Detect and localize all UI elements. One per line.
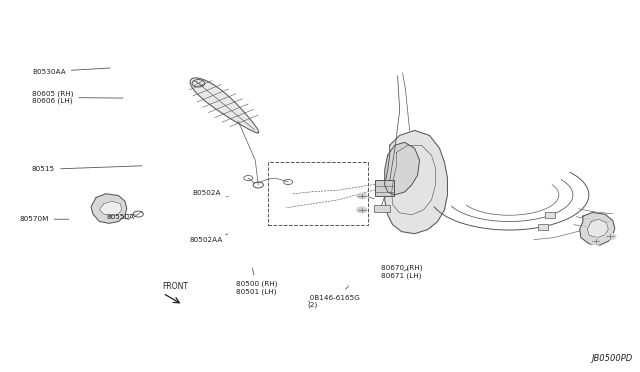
Text: 80515: 80515 xyxy=(32,166,142,172)
Bar xyxy=(538,224,548,230)
Text: JB0500PD: JB0500PD xyxy=(591,354,632,363)
Text: 80605 (RH)
80606 (LH): 80605 (RH) 80606 (LH) xyxy=(32,90,123,105)
Polygon shape xyxy=(91,194,127,223)
Polygon shape xyxy=(385,142,420,195)
Circle shape xyxy=(356,207,367,213)
Polygon shape xyxy=(588,219,609,238)
Text: B0530AA: B0530AA xyxy=(32,68,110,74)
Bar xyxy=(268,162,368,225)
Circle shape xyxy=(590,238,602,245)
Text: 80670 (RH)
80671 (LH): 80670 (RH) 80671 (LH) xyxy=(381,264,422,279)
Circle shape xyxy=(356,193,367,199)
Polygon shape xyxy=(580,212,614,245)
Polygon shape xyxy=(385,131,447,234)
Polygon shape xyxy=(190,78,259,133)
Text: 80500 (RH)
80501 (LH): 80500 (RH) 80501 (LH) xyxy=(236,268,277,295)
Text: ¸0B146-6165G
(2): ¸0B146-6165G (2) xyxy=(307,286,361,308)
Text: 80570M: 80570M xyxy=(19,216,68,222)
Text: B0502A: B0502A xyxy=(193,190,228,197)
Bar xyxy=(545,212,556,218)
Text: 80502AA: 80502AA xyxy=(189,234,228,243)
Circle shape xyxy=(605,233,616,240)
Text: FRONT: FRONT xyxy=(163,282,189,291)
Polygon shape xyxy=(99,201,122,216)
Bar xyxy=(374,205,390,212)
Bar xyxy=(375,180,394,196)
Text: 80550A: 80550A xyxy=(106,214,134,220)
